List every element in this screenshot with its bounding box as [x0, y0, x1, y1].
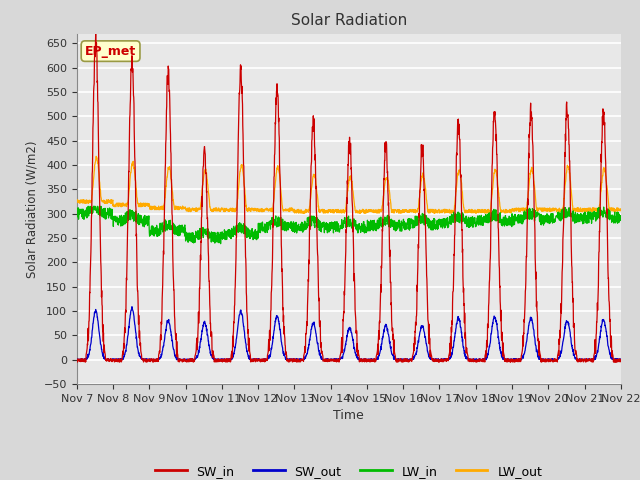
SW_in — [569, 299, 577, 305]
X-axis label: Time: Time — [333, 409, 364, 422]
Line: SW_out: SW_out — [77, 307, 621, 360]
Line: SW_in: SW_in — [77, 34, 621, 362]
SW_in — [73, 356, 81, 362]
SW_in — [92, 31, 100, 36]
SW_out — [569, 348, 577, 354]
SW_out — [584, 357, 591, 362]
LW_in — [225, 232, 233, 238]
LW_in — [569, 218, 577, 224]
LW_out — [92, 154, 100, 159]
SW_in — [365, 358, 372, 363]
Line: LW_out: LW_out — [77, 156, 621, 213]
SW_out — [507, 356, 515, 362]
LW_out — [377, 206, 385, 212]
LW_in — [507, 222, 515, 228]
Y-axis label: Solar Radiation (W/m2): Solar Radiation (W/m2) — [25, 140, 38, 277]
SW_in — [225, 359, 232, 364]
SW_out — [376, 348, 384, 354]
LW_out — [507, 207, 515, 213]
SW_in — [610, 359, 618, 365]
LW_out — [300, 210, 307, 216]
LW_out — [569, 207, 577, 213]
SW_out — [73, 357, 81, 362]
LW_out — [73, 200, 81, 205]
LW_in — [73, 215, 81, 220]
SW_in — [617, 359, 625, 364]
LW_out — [225, 207, 232, 213]
Text: EP_met: EP_met — [85, 45, 136, 58]
LW_out — [617, 206, 625, 212]
LW_in — [617, 217, 625, 223]
LW_out — [365, 209, 372, 215]
LW_in — [377, 220, 385, 226]
Line: LW_in: LW_in — [77, 206, 621, 244]
SW_in — [584, 357, 591, 363]
SW_out — [128, 304, 136, 310]
SW_out — [365, 357, 372, 362]
SW_in — [376, 301, 384, 307]
LW_in — [584, 209, 592, 215]
Legend: SW_in, SW_out, LW_in, LW_out: SW_in, SW_out, LW_in, LW_out — [150, 460, 547, 480]
LW_in — [84, 204, 92, 209]
SW_out — [617, 357, 625, 362]
LW_in — [217, 241, 225, 247]
SW_in — [507, 359, 515, 365]
Title: Solar Radiation: Solar Radiation — [291, 13, 407, 28]
LW_in — [365, 228, 372, 234]
SW_out — [225, 356, 232, 362]
LW_out — [584, 206, 592, 212]
